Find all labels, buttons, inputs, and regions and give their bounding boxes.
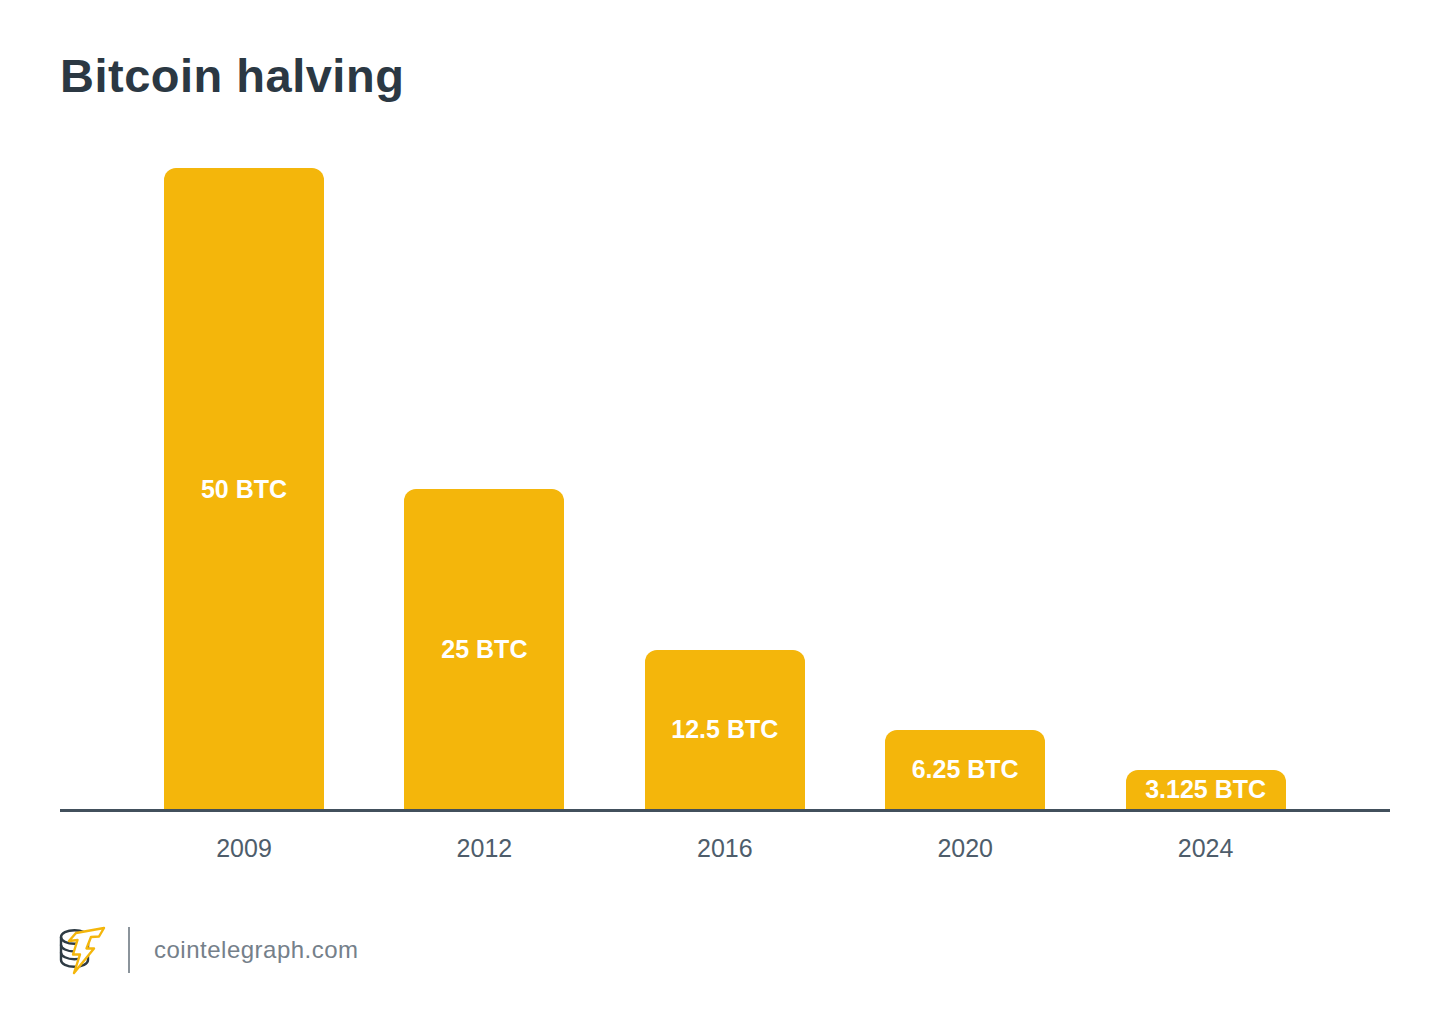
bar-value-label: 50 BTC: [201, 475, 287, 504]
bar-chart: 50 BTC 25 BTC 12.5 BTC 6.25 BTC 3.125 BTC 20…: [0, 0, 1450, 900]
x-tick-label-2012: 2012: [404, 834, 564, 863]
x-tick-label-2016: 2016: [645, 834, 805, 863]
x-tick-label-2009: 2009: [164, 834, 324, 863]
bar-value-label: 3.125 BTC: [1145, 775, 1266, 804]
bar-value-label: 25 BTC: [441, 635, 527, 664]
cointelegraph-logo-icon: [57, 924, 107, 976]
footer-site-label: cointelegraph.com: [154, 936, 359, 964]
bar-2012: 25 BTC: [404, 489, 564, 810]
bar-2024: 3.125 BTC: [1126, 770, 1286, 810]
bitcoin-halving-infographic: Bitcoin halving 50 BTC25 BTC12.5 BTC6.25…: [0, 0, 1450, 1033]
footer-divider: [128, 927, 130, 973]
x-axis-line: [60, 809, 1390, 812]
bar-2020: 6.25 BTC: [885, 730, 1045, 810]
x-tick-label-2020: 2020: [885, 834, 1045, 863]
bar-2009: 50 BTC: [164, 168, 324, 810]
x-tick-label-2024: 2024: [1126, 834, 1286, 863]
bar-2016: 12.5 BTC: [645, 650, 805, 811]
bar-value-label: 12.5 BTC: [671, 715, 778, 744]
bar-value-label: 6.25 BTC: [912, 755, 1019, 784]
footer: cointelegraph.com: [57, 920, 359, 980]
